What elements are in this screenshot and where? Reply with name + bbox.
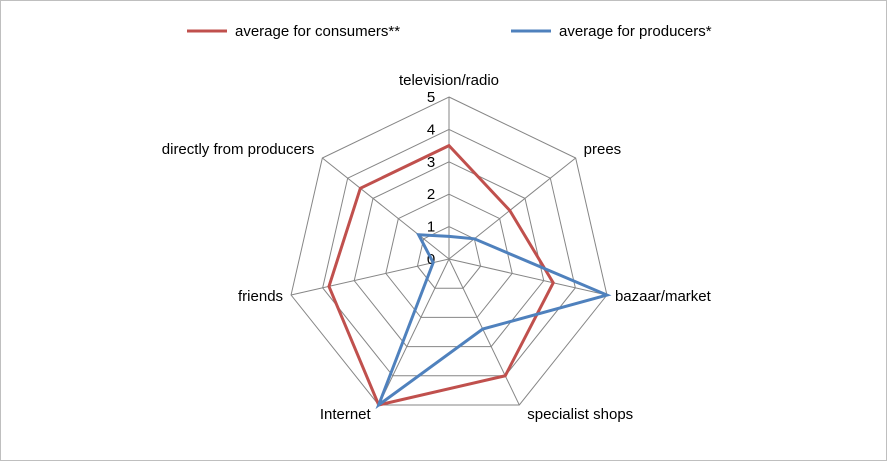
category-label: Internet — [320, 406, 372, 423]
spoke-5 — [290, 258, 450, 296]
legend-label: average for consumers** — [235, 23, 400, 40]
category-label: television/radio — [399, 72, 499, 89]
category-label: friends — [238, 288, 283, 305]
legend-label: average for producers* — [559, 23, 712, 40]
tick-label: 1 — [427, 219, 435, 236]
series-lines — [327, 143, 612, 410]
category-labels: television/radio prees bazaar/market specia… — [162, 72, 712, 423]
radar-grid — [290, 96, 608, 406]
tick-label: 5 — [427, 89, 435, 106]
grid-ring-4 — [322, 128, 576, 377]
spoke-4 — [378, 258, 450, 406]
category-label: directly from producers — [162, 141, 315, 158]
spoke-6 — [322, 157, 450, 260]
category-label: prees — [584, 141, 622, 158]
grid-ring-5 — [290, 96, 608, 406]
tick-label: 2 — [427, 186, 435, 203]
series-line-0 — [327, 143, 555, 407]
radar-spokes — [290, 97, 608, 406]
category-label: specialist shops — [527, 406, 633, 423]
tick-label: 4 — [427, 121, 435, 138]
spoke-3 — [448, 258, 520, 406]
grid-ring-2 — [385, 193, 513, 318]
spoke-1 — [448, 157, 576, 260]
grid-ring-3 — [353, 161, 545, 348]
tick-label: 3 — [427, 154, 435, 171]
series-line-1 — [375, 233, 612, 410]
category-label: bazaar/market — [615, 288, 712, 305]
spoke-2 — [448, 258, 608, 296]
legend: average for consumers** average for produ… — [187, 23, 712, 40]
